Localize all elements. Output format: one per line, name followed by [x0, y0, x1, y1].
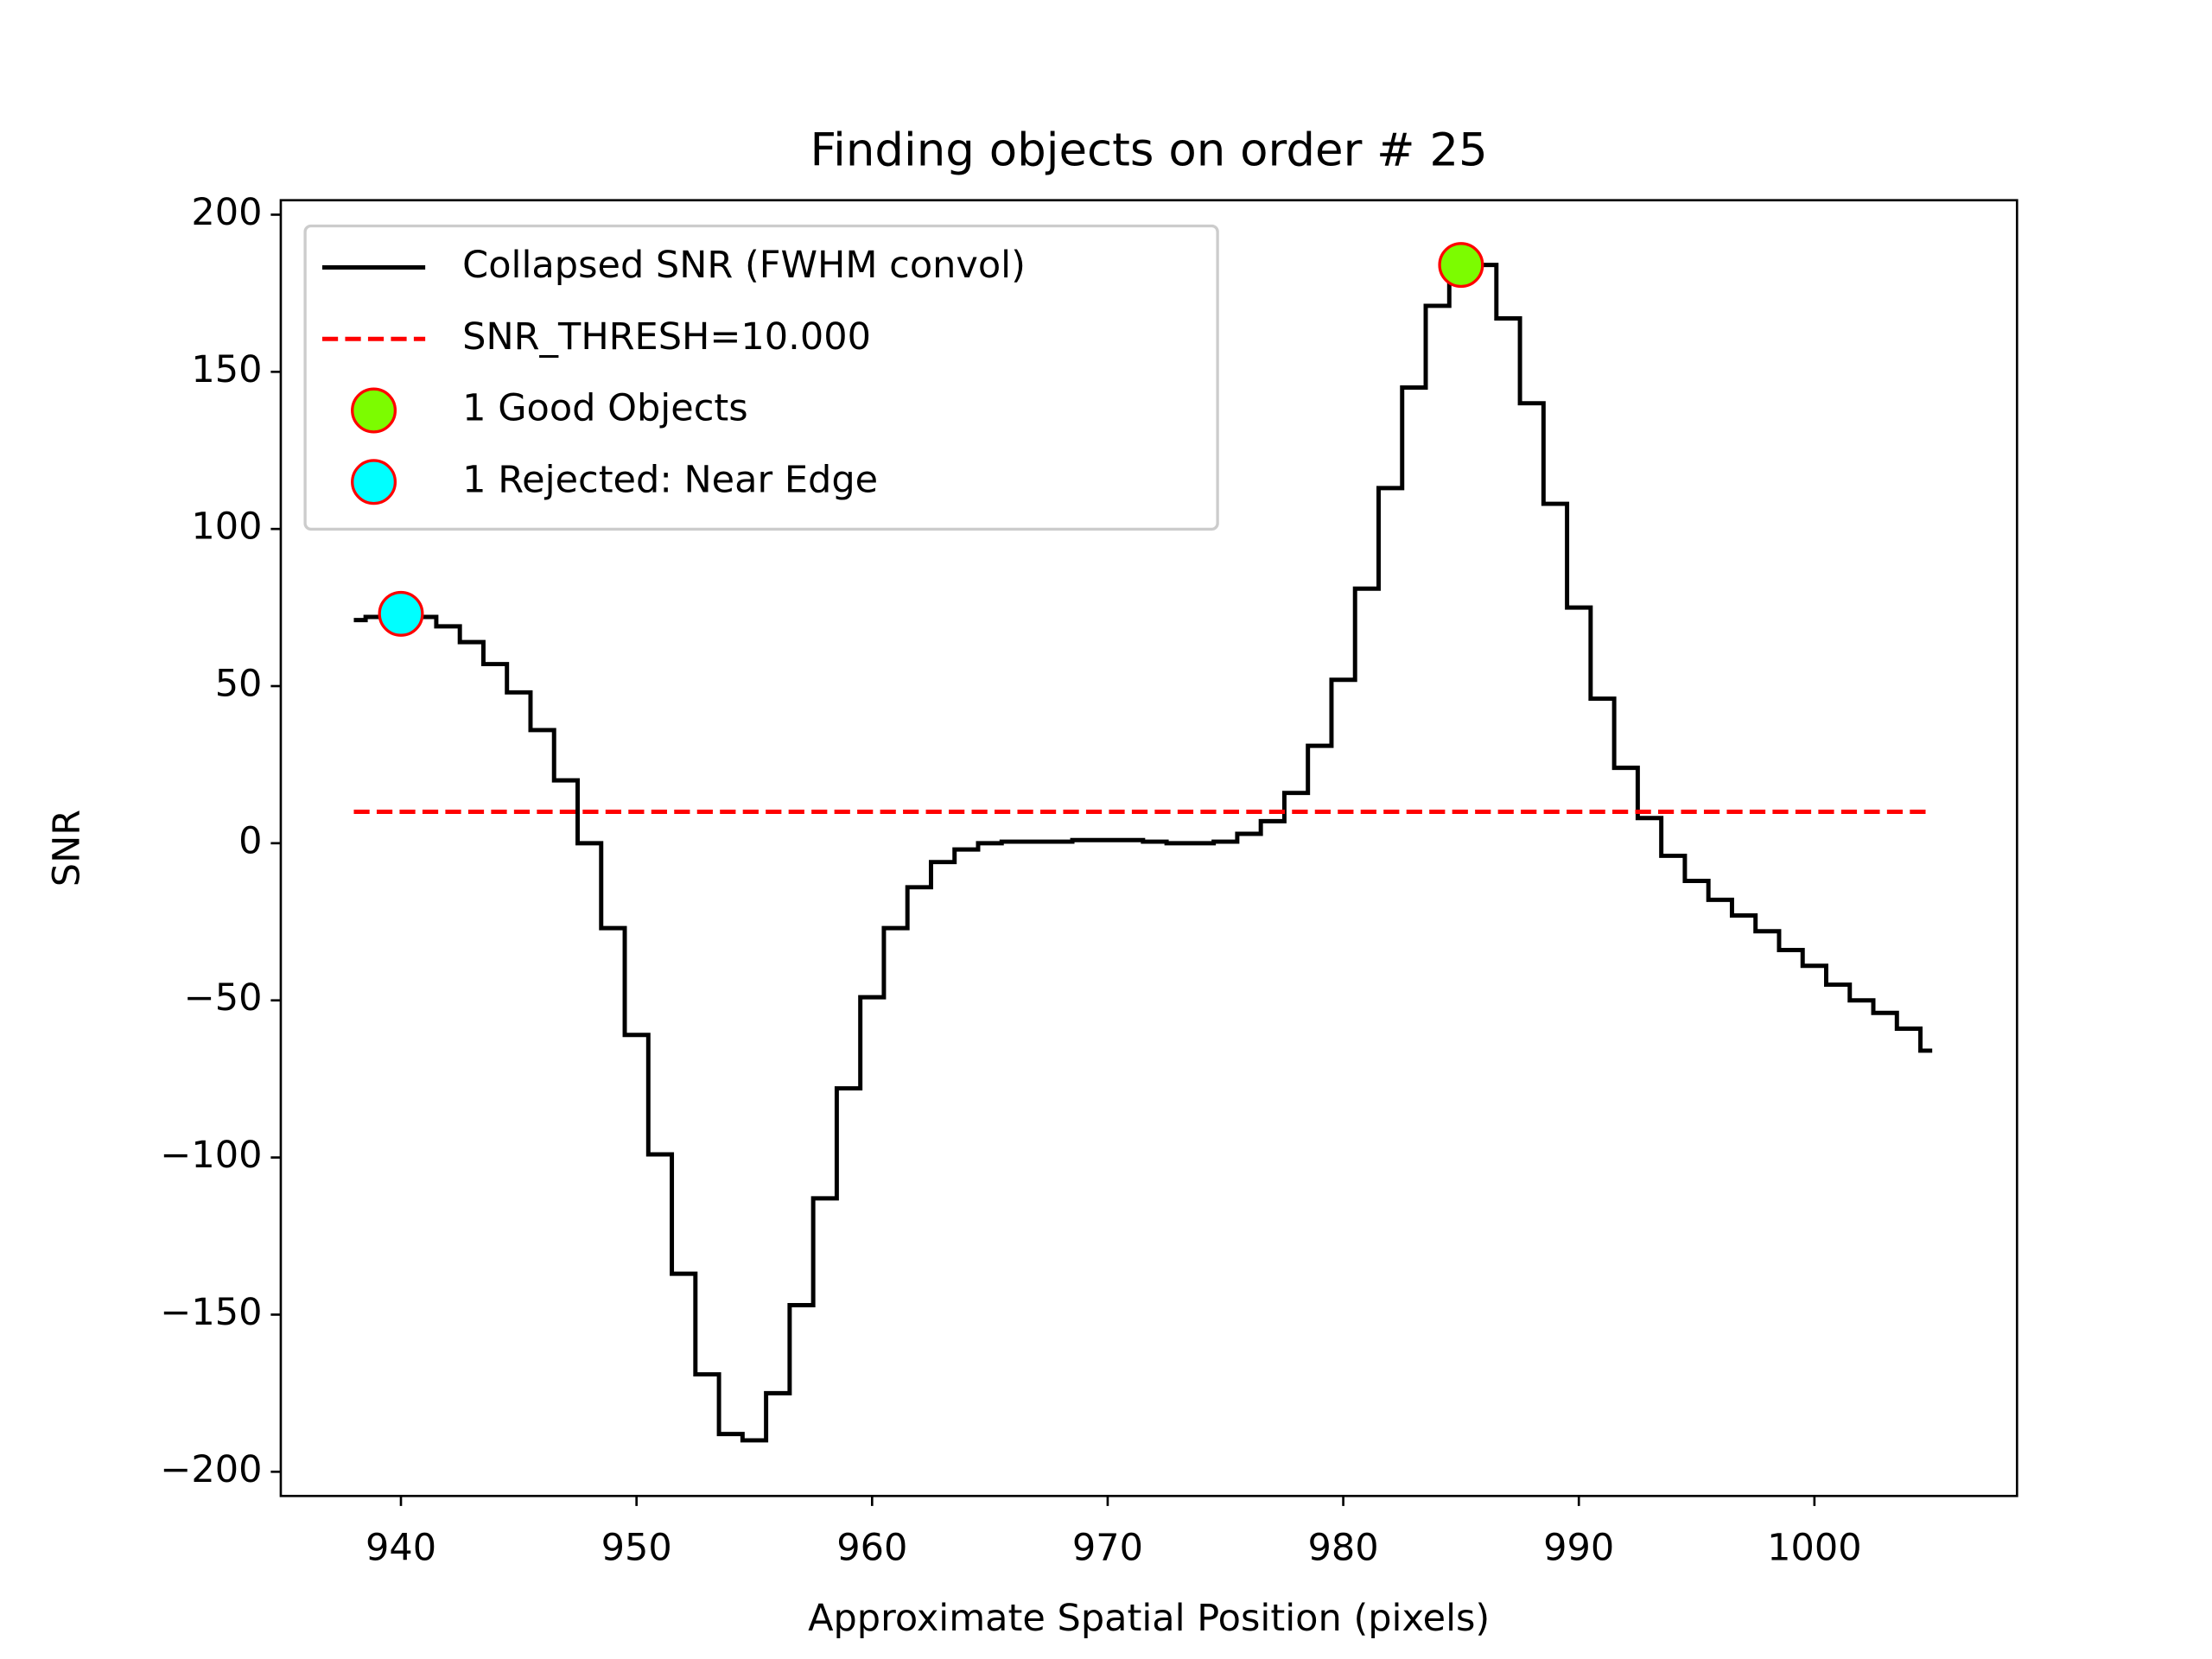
legend-marker	[351, 387, 397, 434]
chart-title: Finding objects on order # 25	[810, 124, 1488, 177]
x-tick-label: 1000	[1767, 1527, 1861, 1570]
y-tick-label: 150	[191, 348, 262, 391]
x-tick-label: 980	[1308, 1527, 1379, 1570]
y-tick-label: 0	[238, 819, 262, 862]
y-tick-label: 50	[215, 663, 263, 706]
object-marker	[1438, 242, 1484, 289]
y-tick-label: −50	[184, 976, 263, 1020]
y-tick-label: −200	[160, 1448, 262, 1491]
x-tick-label: 960	[836, 1527, 907, 1570]
snr-line	[353, 263, 1933, 1443]
legend-label: SNR_THRESH=10.000	[462, 315, 871, 359]
y-tick-label: 200	[191, 191, 262, 234]
x-tick-label: 990	[1543, 1527, 1614, 1570]
x-tick-label: 970	[1072, 1527, 1143, 1570]
y-tick-label: −150	[160, 1291, 262, 1334]
legend-box	[303, 224, 1219, 531]
x-axis-label: Approximate Spatial Position (pixels)	[808, 1597, 1490, 1640]
y-axis-label: SNR	[45, 810, 88, 887]
legend-label: Collapsed SNR (FWHM convol)	[462, 244, 1026, 287]
object-marker	[378, 590, 424, 637]
legend-label: 1 Good Objects	[462, 387, 747, 430]
legend-marker	[351, 459, 397, 505]
x-tick-label: 940	[365, 1527, 436, 1570]
y-tick-label: −100	[160, 1134, 262, 1177]
legend-label: 1 Rejected: Near Edge	[462, 458, 878, 501]
plot-frame	[279, 199, 2018, 1497]
y-tick-label: 100	[191, 505, 262, 549]
x-tick-label: 950	[601, 1527, 672, 1570]
